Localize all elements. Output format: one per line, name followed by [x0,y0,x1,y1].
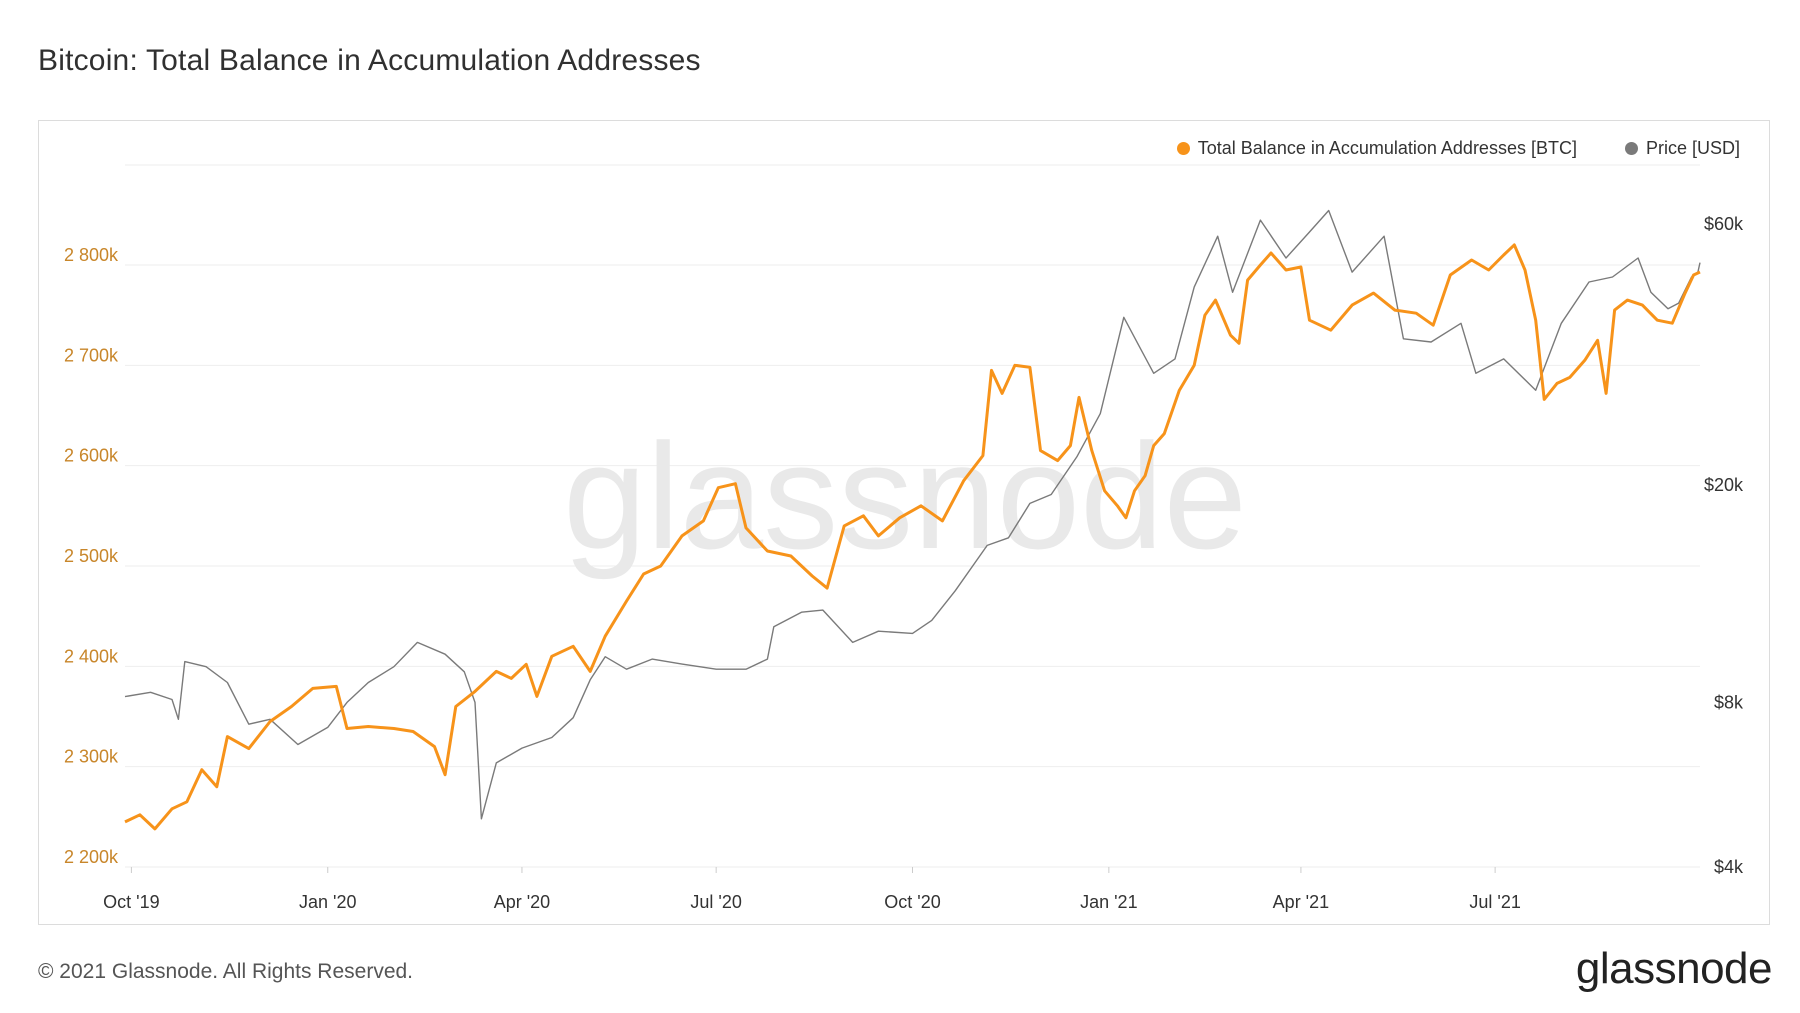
axis-layer: 2 200k 2 300k 2 400k 2 500k 2 600k 2 700k 2 80… [64,214,1744,912]
glassnode-logo[interactable]: glassnode [1575,944,1773,993]
footer-copyright: © 2021 Glassnode. All Rights Reserved. [38,960,414,983]
price-series-line [124,209,1701,820]
x-axis-tick-label: Oct '19 [103,892,159,912]
x-axis-tick-label: Jan '21 [1080,892,1137,912]
right-axis-tick-label: $8k [1714,692,1744,712]
watermark: glassnode [563,412,1247,580]
page-title: Bitcoin: Total Balance in Accumulation A… [38,44,701,77]
balance-series-line [124,243,1701,831]
x-axis-tick-label: Apr '20 [494,892,550,912]
left-axis-tick-label: 2 700k [64,345,119,365]
x-axis-tick-label: Jan '20 [299,892,356,912]
right-axis-tick-label: $20k [1704,475,1744,495]
left-axis-tick-label: 2 500k [64,546,119,566]
left-axis-tick-label: 2 400k [64,646,119,666]
right-axis-tick-label: $60k [1704,214,1744,234]
legend: Total Balance in Accumulation Addresses … [1176,138,1740,159]
x-axis-tick-label: Oct '20 [884,892,940,912]
legend-label-price: Price [USD] [1645,138,1740,158]
legend-swatch-price [1624,142,1638,155]
chart-frame [38,120,1770,925]
series-layer [124,209,1701,831]
legend-swatch-balance [1176,142,1190,155]
left-axis-tick-label: 2 800k [64,245,119,265]
x-axis-tick-label: Jul '20 [690,892,741,912]
left-axis-tick-label: 2 600k [64,446,119,466]
legend-label-balance: Total Balance in Accumulation Addresses … [1197,138,1577,158]
x-axis-tick-label: Apr '21 [1273,892,1329,912]
legend-item-price[interactable]: Price [USD] [1624,138,1740,159]
left-axis-tick-label: 2 200k [64,847,119,867]
grid-layer [125,164,1700,868]
x-axis-tick-label: Jul '21 [1469,892,1520,912]
left-axis-tick-label: 2 300k [64,747,119,767]
right-axis-tick-label: $4k [1714,857,1744,877]
legend-item-balance[interactable]: Total Balance in Accumulation Addresses … [1176,138,1577,159]
